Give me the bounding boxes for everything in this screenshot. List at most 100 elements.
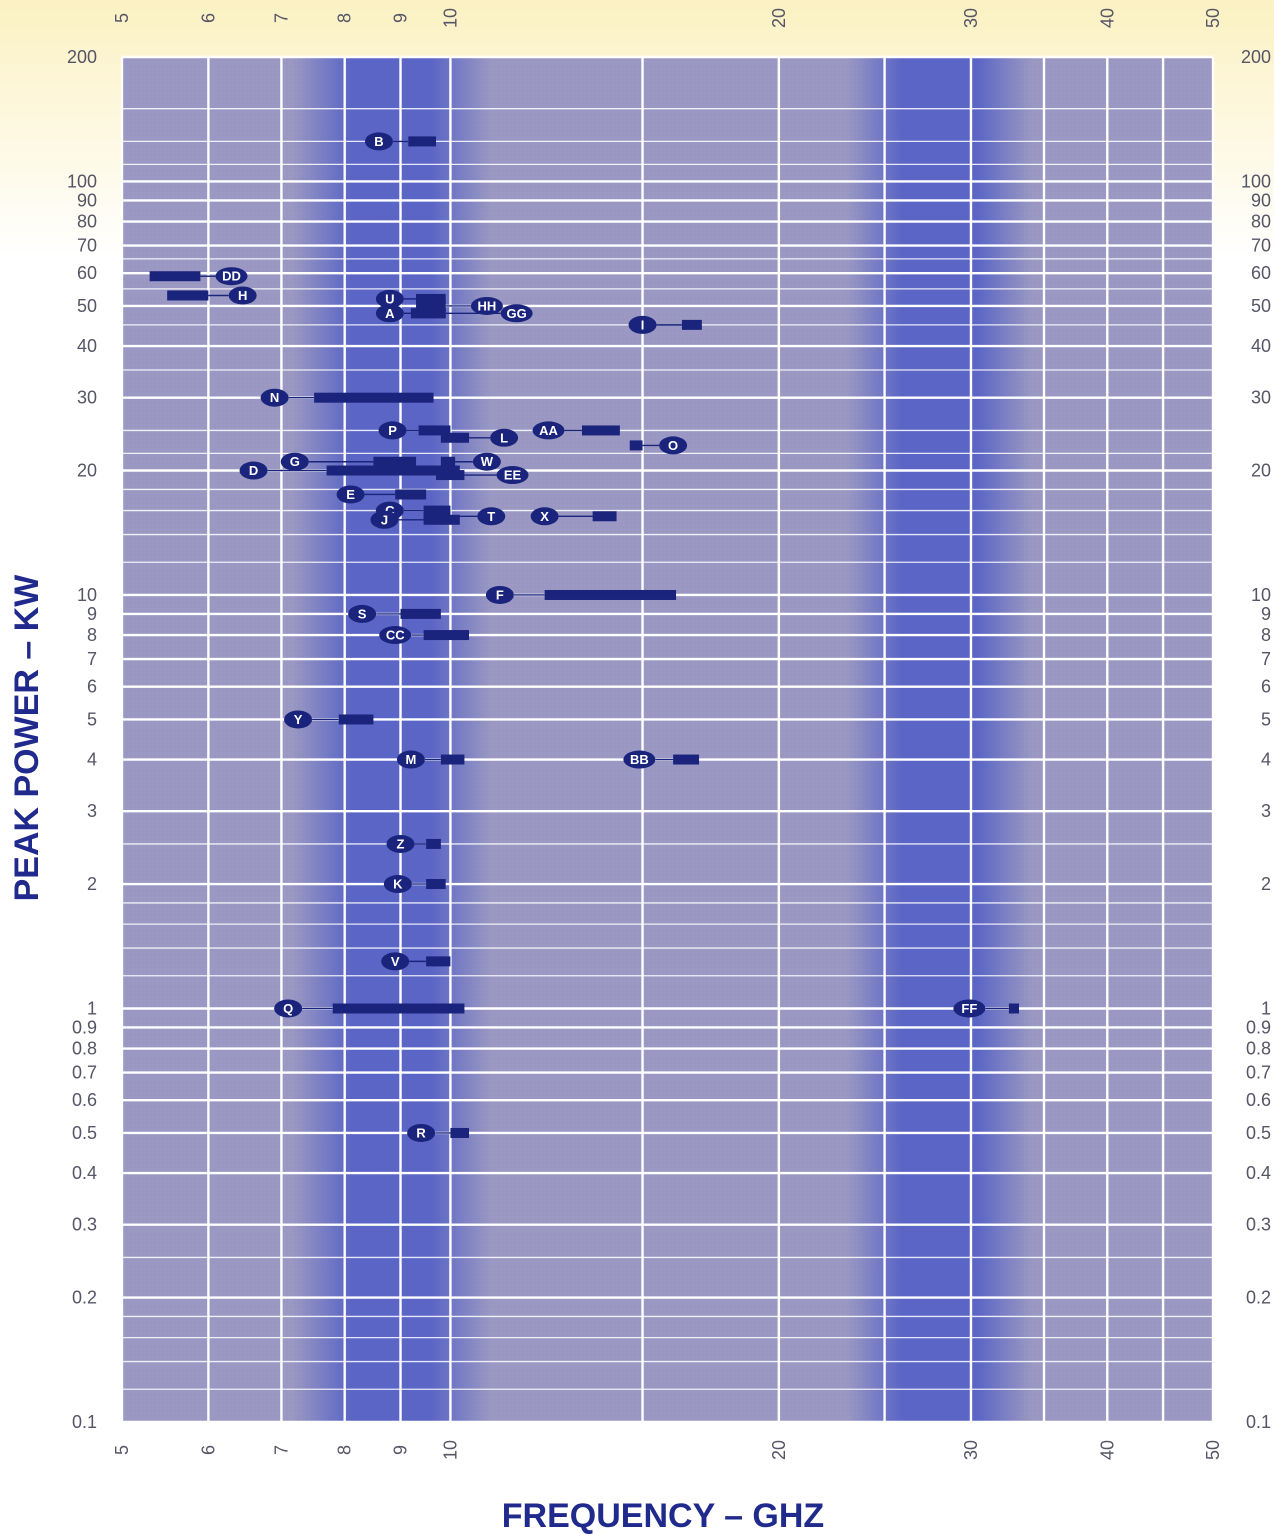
x-tick-label-top: 6 [198,13,218,23]
device-label-oval [348,604,377,623]
device-dd: DD [149,267,248,286]
device-label-oval [284,710,313,729]
x-tick-label-top: 30 [961,8,981,28]
device-range-bar [426,879,446,890]
y-tick-label-right: 0.9 [1246,1017,1271,1037]
device-hh: HH [416,296,503,315]
device-range-bar [423,630,470,641]
y-tick-label-right: 10 [1251,585,1271,605]
device-b: B [364,132,436,151]
y-tick-label-left: 0.3 [72,1215,97,1235]
device-f: F [485,585,677,604]
y-tick-label-left: 40 [77,336,97,356]
device-label: Z [397,836,405,851]
device-range-bar [167,290,209,301]
device-p: P [378,421,451,440]
y-tick-label-left: 1 [87,998,97,1018]
device-m: M [396,750,465,769]
x-tick-label-bottom: 20 [769,1440,789,1460]
plot-texture [122,57,1213,1422]
device-label-oval [280,452,309,471]
device-label-oval [215,267,248,286]
device-s: S [348,604,441,623]
device-range-bar [408,136,436,147]
device-range-bar [418,425,451,436]
device-r: R [407,1123,470,1142]
device-range-bar [1008,1003,1019,1014]
device-range-bar [326,465,460,476]
device-j: J [370,510,460,529]
device-label: EE [504,468,522,483]
device-label-oval [274,999,303,1018]
device-label-oval [396,750,425,769]
x-tick-label-top: 20 [769,8,789,28]
device-label-oval [477,507,506,526]
device-range-bar [395,489,427,500]
y-tick-label-right: 8 [1261,625,1271,645]
device-range-bar [450,1127,470,1138]
device-range-bar [440,754,465,765]
device-range-bar [435,470,465,481]
y-tick-label-left: 0.6 [72,1090,97,1110]
device-ff: FF [953,999,1019,1018]
device-label: Q [283,1001,293,1016]
device-h: H [167,286,257,305]
y-tick-label-right: 2 [1261,874,1271,894]
device-label-oval [472,452,501,471]
device-i: I [628,315,702,334]
device-range-bar [544,589,677,600]
device-range-bar [681,319,702,330]
device-range-bar [426,956,451,967]
device-label: E [346,487,355,502]
y-tick-label-right: 20 [1251,461,1271,481]
device-range-bar [673,754,700,765]
y-tick-label-left: 3 [87,801,97,821]
x-tick-label-top: 9 [391,13,411,23]
device-range-bar [440,432,470,443]
x-tick-label-bottom: 7 [271,1445,291,1455]
x-tick-label-bottom: 8 [335,1445,355,1455]
y-tick-label-right: 30 [1251,388,1271,408]
grid-lines [120,55,1215,1424]
device-label-oval [379,626,412,645]
device-label: X [540,509,549,524]
device-range-bar [423,514,460,525]
y-tick-label-left: 60 [77,263,97,283]
device-l: L [440,428,519,447]
device-label: A [385,306,395,321]
device-label: U [385,291,394,306]
device-label-oval [336,485,365,504]
device-range-bar [592,511,617,522]
y-tick-label-right: 200 [1241,47,1271,67]
x-tick-label-bottom: 40 [1097,1440,1117,1460]
device-label: C [385,503,395,518]
y-tick-label-right: 5 [1261,709,1271,729]
device-label-oval [260,388,289,407]
y-tick-label-left: 0.7 [72,1063,97,1083]
device-label: D [249,463,258,478]
y-tick-label-right: 4 [1261,750,1271,770]
y-tick-label-left: 0.4 [72,1163,97,1183]
x-tick-label-top: 40 [1097,8,1117,28]
y-tick-label-left: 0.8 [72,1039,97,1059]
device-label-oval [383,875,412,894]
device-label-oval [375,304,404,323]
device-label-oval [490,428,519,447]
device-y: Y [284,710,374,729]
y-tick-label-right: 0.4 [1246,1163,1271,1183]
y-tick-label-left: 4 [87,750,97,770]
device-label: G [290,454,300,469]
x-tick-label-bottom: 5 [112,1445,132,1455]
y-tick-label-left: 20 [77,461,97,481]
device-label-oval [485,585,514,604]
device-cc: CC [379,626,470,645]
device-x: X [530,507,617,526]
y-tick-label-right: 6 [1261,677,1271,697]
highlight-band [291,57,492,1422]
x-tick-label-bottom: 9 [391,1445,411,1455]
device-range-bar [416,293,446,304]
device-label-oval [364,132,393,151]
x-tick-label-top: 5 [112,13,132,23]
device-label-oval [500,304,533,323]
y-tick-label-left: 100 [67,171,97,191]
